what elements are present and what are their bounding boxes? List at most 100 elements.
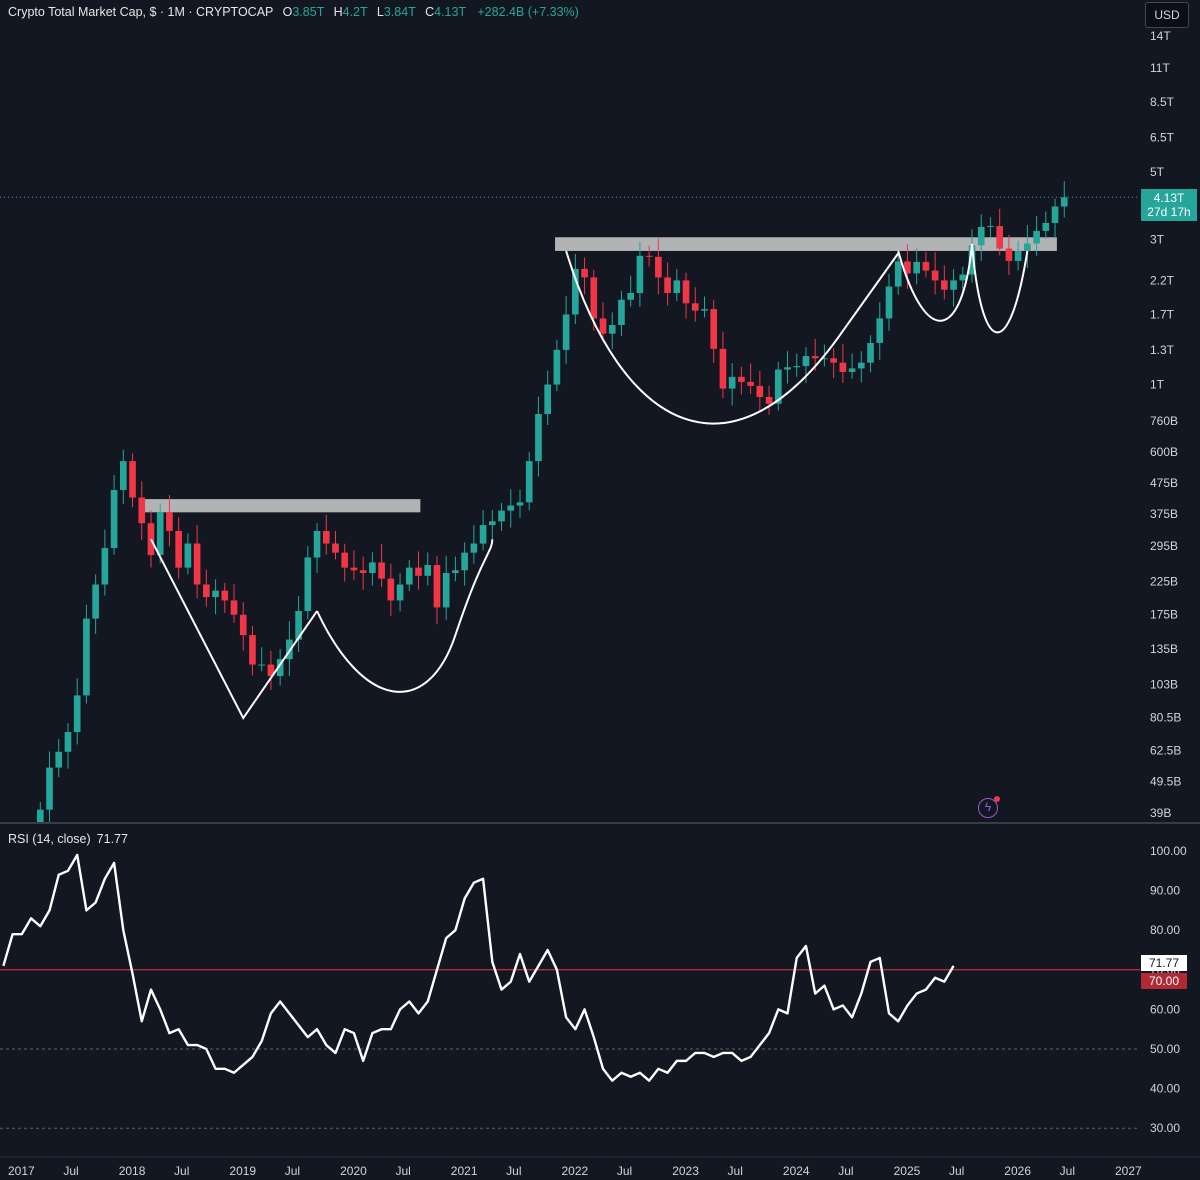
candle-body [332, 543, 339, 553]
candle-body [950, 280, 957, 290]
rsi-layer [0, 853, 1140, 1129]
candle-body [267, 664, 275, 677]
candle-body [941, 280, 948, 290]
time-axis-label: 2023 [672, 1164, 699, 1178]
close-label: C [425, 5, 435, 19]
price-axis-label: 225B [1150, 575, 1178, 589]
candle-body [286, 639, 293, 660]
candles-layer [36, 181, 1068, 822]
candle-body [645, 255, 653, 257]
time-axis-label: 2022 [562, 1164, 589, 1178]
time-axis-label: 2020 [340, 1164, 367, 1178]
candle-body [313, 530, 321, 558]
candle-body [424, 565, 432, 576]
candle-body [618, 299, 625, 325]
bar-countdown: 27d 17h [1147, 205, 1191, 219]
candle-body [701, 309, 708, 311]
price-axis-label: 3T [1150, 232, 1165, 246]
candle-body [839, 362, 847, 372]
candle-body [728, 376, 736, 389]
candle-body [572, 268, 579, 315]
price-axis-label: 1.3T [1150, 343, 1175, 357]
resistance-zones [139, 237, 1057, 513]
candle-body [987, 226, 994, 228]
price-axis-label: 600B [1150, 445, 1178, 459]
rsi-axis-label: 60.00 [1150, 1002, 1180, 1016]
time-axis-label: Jul [728, 1164, 743, 1178]
candle-body [636, 255, 644, 293]
rsi-title: RSI (14, close) [8, 832, 91, 846]
candle-body [156, 512, 164, 556]
candle-body [719, 348, 727, 389]
time-axis-label: Jul [506, 1164, 521, 1178]
axis-labels: 14T 11T 8.5T 6.5T 5T 3T 2.2T 1.7T 1.3T 1T 760B 600B… [8, 29, 1187, 1178]
last-price-tag: 4.13T 27d 17h [1141, 189, 1197, 221]
candle-body [516, 502, 524, 506]
rsi-legend: RSI (14, close) 71.77 [8, 832, 128, 846]
candle-body [691, 303, 699, 311]
candle-body [36, 809, 44, 822]
candle-body [747, 381, 754, 386]
last-price-value: 4.13T [1153, 191, 1185, 205]
price-axis-label: 11T [1150, 61, 1170, 75]
candle-body [1060, 197, 1068, 207]
candle-body [996, 226, 1004, 249]
candle-body [1005, 248, 1013, 261]
candle-body [239, 614, 247, 636]
time-axis-label: Jul [285, 1164, 300, 1178]
flash-alert-icon[interactable]: ϟ [978, 796, 1000, 818]
rsi-axis-label: 40.00 [1150, 1082, 1180, 1096]
low-value: 3.84T [383, 5, 416, 19]
candle-body [452, 570, 459, 574]
price-axis-label: 1T [1150, 378, 1165, 392]
candle-body [378, 562, 385, 579]
candle-body [64, 732, 72, 752]
candle-body [608, 324, 616, 334]
currency-button[interactable]: USD [1145, 2, 1189, 28]
candle-body [276, 659, 284, 677]
candle-body [46, 767, 53, 810]
rsi-axis-label: 100.00 [1150, 844, 1187, 858]
rsi-line [2, 853, 955, 1082]
time-axis-label: Jul [617, 1164, 632, 1178]
candle-body [110, 489, 118, 549]
time-axis-label: Jul [395, 1164, 410, 1178]
open-value: 3.85T [292, 5, 325, 19]
candle-body [562, 314, 570, 350]
candle-body [258, 664, 266, 666]
candle-body [73, 695, 81, 733]
close-value: 4.13T [434, 5, 466, 19]
candle-body [350, 567, 358, 571]
candle-body [756, 385, 764, 397]
cup-curve-2 [565, 250, 900, 425]
candle-body [304, 557, 312, 612]
candle-body [710, 309, 718, 349]
candle-body [830, 358, 837, 363]
candle-body [470, 543, 478, 553]
candle-body [369, 562, 376, 574]
price-axis-label: 8.5T [1150, 95, 1175, 109]
price-axis-label: 475B [1150, 476, 1178, 490]
time-axis-label: Jul [174, 1164, 189, 1178]
price-axis-label: 103B [1150, 678, 1178, 692]
candle-body [682, 280, 690, 304]
candle-body [359, 570, 367, 574]
candle-body [249, 635, 256, 665]
candle-body [193, 543, 201, 585]
time-axis-label: 2019 [229, 1164, 256, 1178]
candle-body [387, 578, 395, 601]
candle-body [553, 349, 561, 385]
time-axis-label: 2024 [783, 1164, 810, 1178]
low-label: L [376, 5, 384, 19]
candle-body [931, 270, 939, 281]
price-axis-label: 14T [1150, 29, 1171, 43]
price-axis-label: 2.2T [1150, 273, 1175, 287]
rsi-axis-label: 80.00 [1150, 923, 1180, 937]
pattern-drawings [150, 243, 1029, 721]
candle-body [129, 461, 136, 498]
candle-body [544, 384, 551, 415]
candle-body [442, 573, 450, 608]
candle-body [212, 590, 219, 598]
candle-body [784, 367, 791, 370]
